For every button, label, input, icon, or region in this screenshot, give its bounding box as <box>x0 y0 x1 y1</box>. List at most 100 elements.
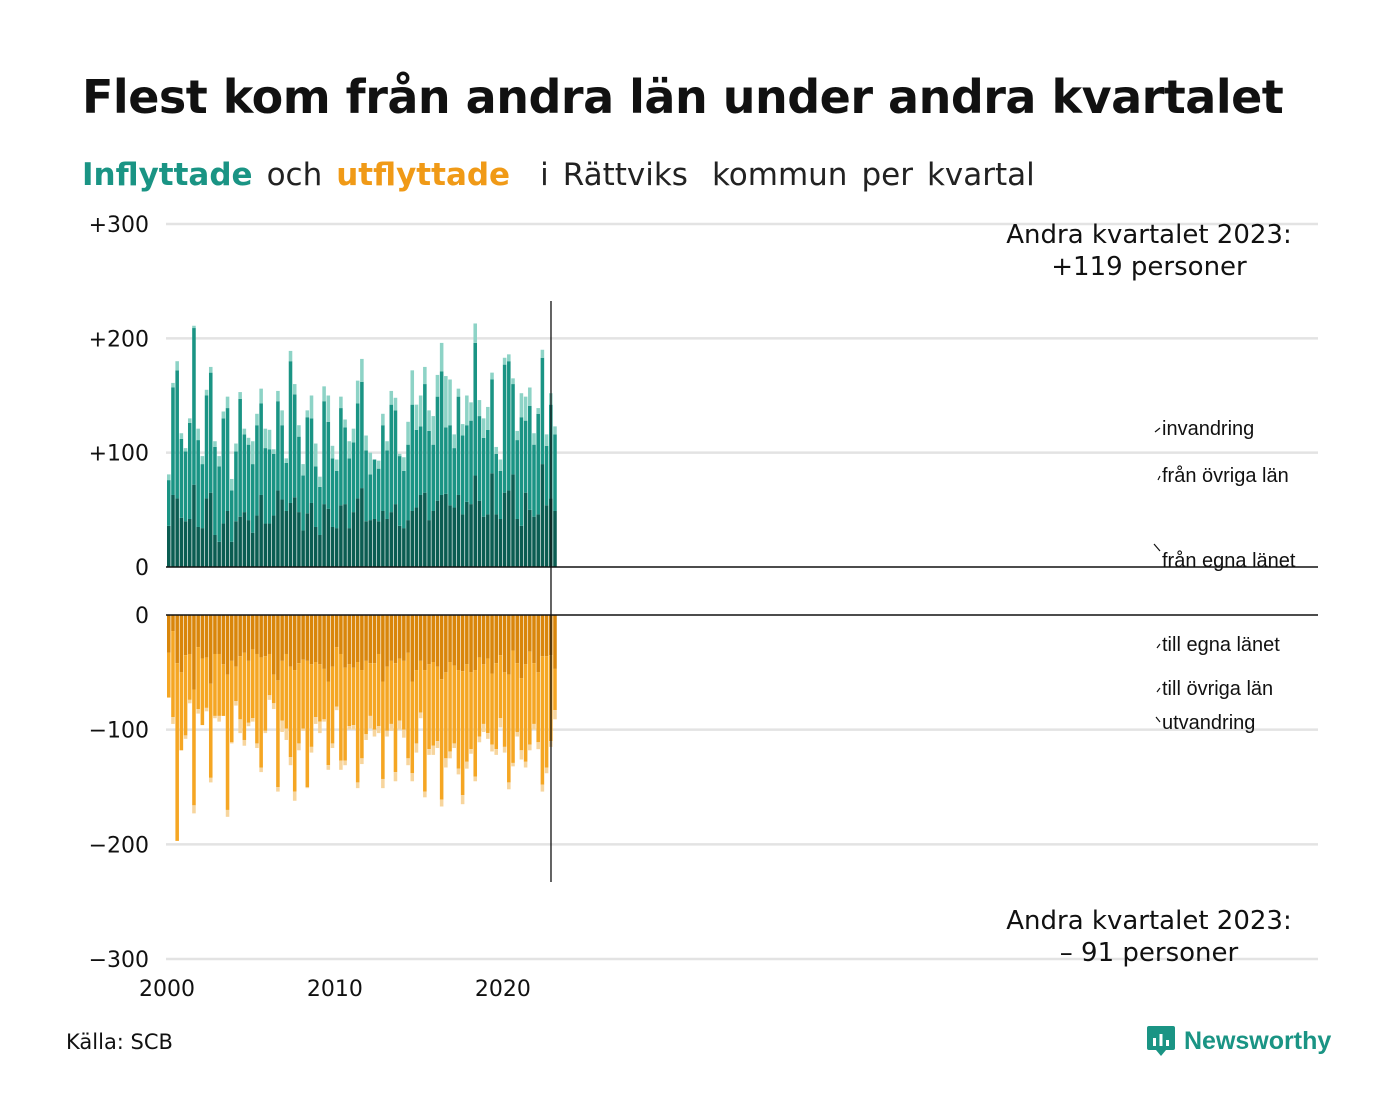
bar-out-2 <box>355 782 360 789</box>
bar-out-2 <box>297 743 301 751</box>
bar-out-0 <box>229 615 234 661</box>
bar-in-0 <box>465 501 469 567</box>
bar-in-1 <box>368 474 373 521</box>
bar-out-2 <box>372 729 377 737</box>
bar-out-0 <box>528 615 532 652</box>
bar-in-1 <box>221 418 226 524</box>
bar-out-2 <box>536 742 540 750</box>
bar-out-1 <box>187 653 192 700</box>
bar-in-0 <box>167 525 171 567</box>
bar-out-0 <box>267 615 272 654</box>
bar-out-0 <box>234 615 238 667</box>
bar-in-1 <box>234 451 238 522</box>
bar-out-1 <box>502 672 507 747</box>
bar-out-2 <box>187 699 192 704</box>
bar-out-1 <box>544 656 549 768</box>
bar-out-2 <box>431 745 436 755</box>
bar-out-1 <box>536 672 540 743</box>
bar-in-1 <box>376 468 381 522</box>
bar-in-2 <box>313 443 318 467</box>
bar-in-0 <box>263 523 268 567</box>
bar-in-1 <box>213 446 217 535</box>
bar-out-0 <box>473 615 478 671</box>
bar-out-2 <box>288 757 293 766</box>
bar-out-1 <box>322 668 326 720</box>
bar-out-2 <box>242 739 247 746</box>
bar-in-2 <box>481 418 486 438</box>
bar-out-1 <box>381 681 385 779</box>
bar-out-1 <box>259 657 263 768</box>
bar-out-0 <box>502 615 507 673</box>
bar-in-1 <box>481 437 486 517</box>
bar-out-0 <box>402 615 406 661</box>
bar-in-2 <box>284 458 289 463</box>
bar-in-1 <box>498 470 503 519</box>
bar-in-1 <box>271 453 276 516</box>
bar-in-1 <box>175 370 179 499</box>
bar-out-2 <box>334 706 339 711</box>
annotation-top-line1: Andra kvartalet 2023: <box>1006 220 1291 250</box>
bar-in-0 <box>217 541 221 567</box>
bar-in-0 <box>326 508 331 567</box>
bar-out-2 <box>402 729 406 738</box>
bar-in-1 <box>250 464 255 533</box>
bar-in-0 <box>507 490 511 567</box>
bar-out-0 <box>334 615 339 648</box>
bar-in-0 <box>427 520 431 567</box>
bar-out-0 <box>507 615 511 675</box>
bar-in-2 <box>381 413 385 426</box>
bar-out-2 <box>490 744 494 752</box>
bar-in-0 <box>431 510 436 567</box>
bar-out-1 <box>343 667 347 761</box>
bar-out-0 <box>217 615 221 654</box>
bar-in-2 <box>208 366 213 373</box>
bar-in-2 <box>179 433 184 439</box>
bar-in-0 <box>229 541 234 567</box>
bar-in-0 <box>393 504 398 567</box>
bar-out-0 <box>305 615 310 661</box>
bar-out-0 <box>263 615 268 657</box>
bar-in-2 <box>263 428 268 449</box>
bar-out-0 <box>280 615 284 661</box>
bar-in-0 <box>208 492 213 567</box>
bar-in-1 <box>410 404 415 511</box>
bar-in-1 <box>519 417 524 526</box>
bar-out-1 <box>301 659 305 729</box>
bar-out-0 <box>490 615 494 674</box>
bar-out-2 <box>507 782 511 790</box>
bar-out-0 <box>355 615 360 663</box>
bar-in-0 <box>187 518 192 567</box>
bar-in-0 <box>502 492 507 567</box>
bar-in-2 <box>276 390 280 402</box>
bar-out-0 <box>208 615 213 684</box>
bar-in-2 <box>330 445 335 459</box>
bar-in-1 <box>515 440 519 519</box>
bar-out-1 <box>452 665 457 744</box>
y-tick-label: −100 <box>89 719 149 744</box>
subtitle-inflyttade: Inflyttade <box>82 157 253 193</box>
bar-out-2 <box>255 743 259 749</box>
subtitle-word-i: i <box>540 157 549 193</box>
bar-in-2 <box>267 429 272 450</box>
label-leader <box>1157 475 1161 481</box>
bar-out-2 <box>498 718 503 728</box>
bar-in-1 <box>511 384 515 475</box>
bar-out-2 <box>192 805 196 814</box>
bar-in-1 <box>435 396 440 501</box>
bar-in-0 <box>402 528 406 567</box>
bar-in-1 <box>347 458 352 529</box>
bar-out-2 <box>301 728 305 731</box>
bar-in-0 <box>297 512 301 567</box>
bar-out-0 <box>465 615 469 665</box>
bar-out-2 <box>313 717 318 724</box>
bar-out-1 <box>255 653 259 744</box>
bar-in-0 <box>486 514 490 567</box>
bar-in-0 <box>242 512 247 567</box>
bar-in-2 <box>465 395 469 426</box>
bar-in-0 <box>196 526 200 567</box>
bar-out-2 <box>397 720 402 730</box>
bar-in-2 <box>204 389 209 396</box>
bar-in-1 <box>171 387 175 495</box>
bar-in-1 <box>322 401 326 505</box>
bar-in-2 <box>200 456 205 465</box>
